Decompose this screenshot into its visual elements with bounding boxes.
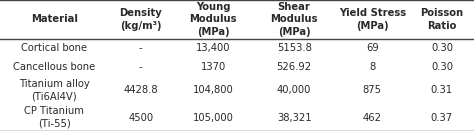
Text: 105,000: 105,000 xyxy=(193,113,234,123)
Text: 40,000: 40,000 xyxy=(277,85,311,95)
Text: 526.92: 526.92 xyxy=(277,62,312,72)
Text: 4428.8: 4428.8 xyxy=(124,85,158,95)
Text: 0.31: 0.31 xyxy=(431,85,453,95)
Text: Poisson
Ratio: Poisson Ratio xyxy=(420,8,464,31)
Text: 104,800: 104,800 xyxy=(193,85,234,95)
Text: -: - xyxy=(139,43,143,53)
Text: Density
(kg/m³): Density (kg/m³) xyxy=(119,8,162,31)
Text: Cancellous bone: Cancellous bone xyxy=(13,62,95,72)
Text: 4500: 4500 xyxy=(128,113,154,123)
Text: 38,321: 38,321 xyxy=(277,113,311,123)
Text: 0.30: 0.30 xyxy=(431,62,453,72)
Text: 8: 8 xyxy=(369,62,375,72)
Text: CP Titanium
(Ti-55): CP Titanium (Ti-55) xyxy=(25,106,84,129)
Text: 5153.8: 5153.8 xyxy=(277,43,311,53)
Text: Material: Material xyxy=(31,14,78,24)
Text: 875: 875 xyxy=(363,85,382,95)
Text: 69: 69 xyxy=(366,43,379,53)
Text: Cortical bone: Cortical bone xyxy=(21,43,87,53)
Text: -: - xyxy=(139,62,143,72)
Text: 0.37: 0.37 xyxy=(431,113,453,123)
Text: Yield Stress
(MPa): Yield Stress (MPa) xyxy=(338,8,406,31)
Text: 13,400: 13,400 xyxy=(196,43,230,53)
Text: 0.30: 0.30 xyxy=(431,43,453,53)
Text: Shear
Modulus
(MPa): Shear Modulus (MPa) xyxy=(270,2,318,37)
Text: Young
Modulus
(MPa): Young Modulus (MPa) xyxy=(190,2,237,37)
Text: 1370: 1370 xyxy=(201,62,226,72)
Text: 462: 462 xyxy=(363,113,382,123)
Text: Titanium alloy
(Ti6Al4V): Titanium alloy (Ti6Al4V) xyxy=(19,79,90,102)
